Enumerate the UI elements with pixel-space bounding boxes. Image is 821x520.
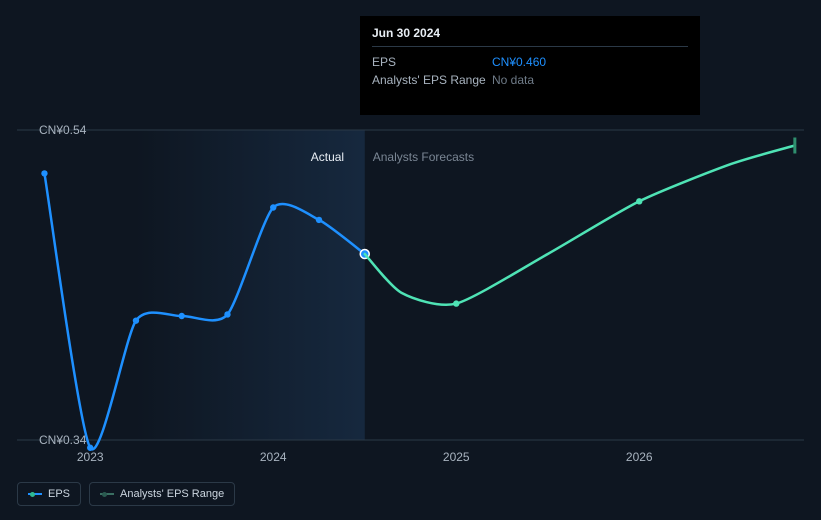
legend-item-eps[interactable]: EPS [17,482,81,506]
chart-legend: EPS Analysts' EPS Range [17,482,235,506]
legend-swatch-icon [100,490,114,498]
tooltip-key: Analysts' EPS Range [372,71,492,89]
tooltip-value: CN¥0.460 [492,53,688,71]
tooltip-divider [372,46,688,47]
chart-tooltip: Jun 30 2024 EPSCN¥0.460Analysts' EPS Ran… [360,16,700,115]
tooltip-key: EPS [372,53,492,71]
tooltip-row: EPSCN¥0.460 [372,53,688,71]
tooltip-date: Jun 30 2024 [372,26,688,40]
legend-item-analysts-eps-range[interactable]: Analysts' EPS Range [89,482,235,506]
legend-label: Analysts' EPS Range [120,488,224,500]
legend-label: EPS [48,488,70,500]
tooltip-row: Analysts' EPS RangeNo data [372,71,688,89]
tooltip-value: No data [492,71,688,89]
legend-swatch-icon [28,490,42,498]
